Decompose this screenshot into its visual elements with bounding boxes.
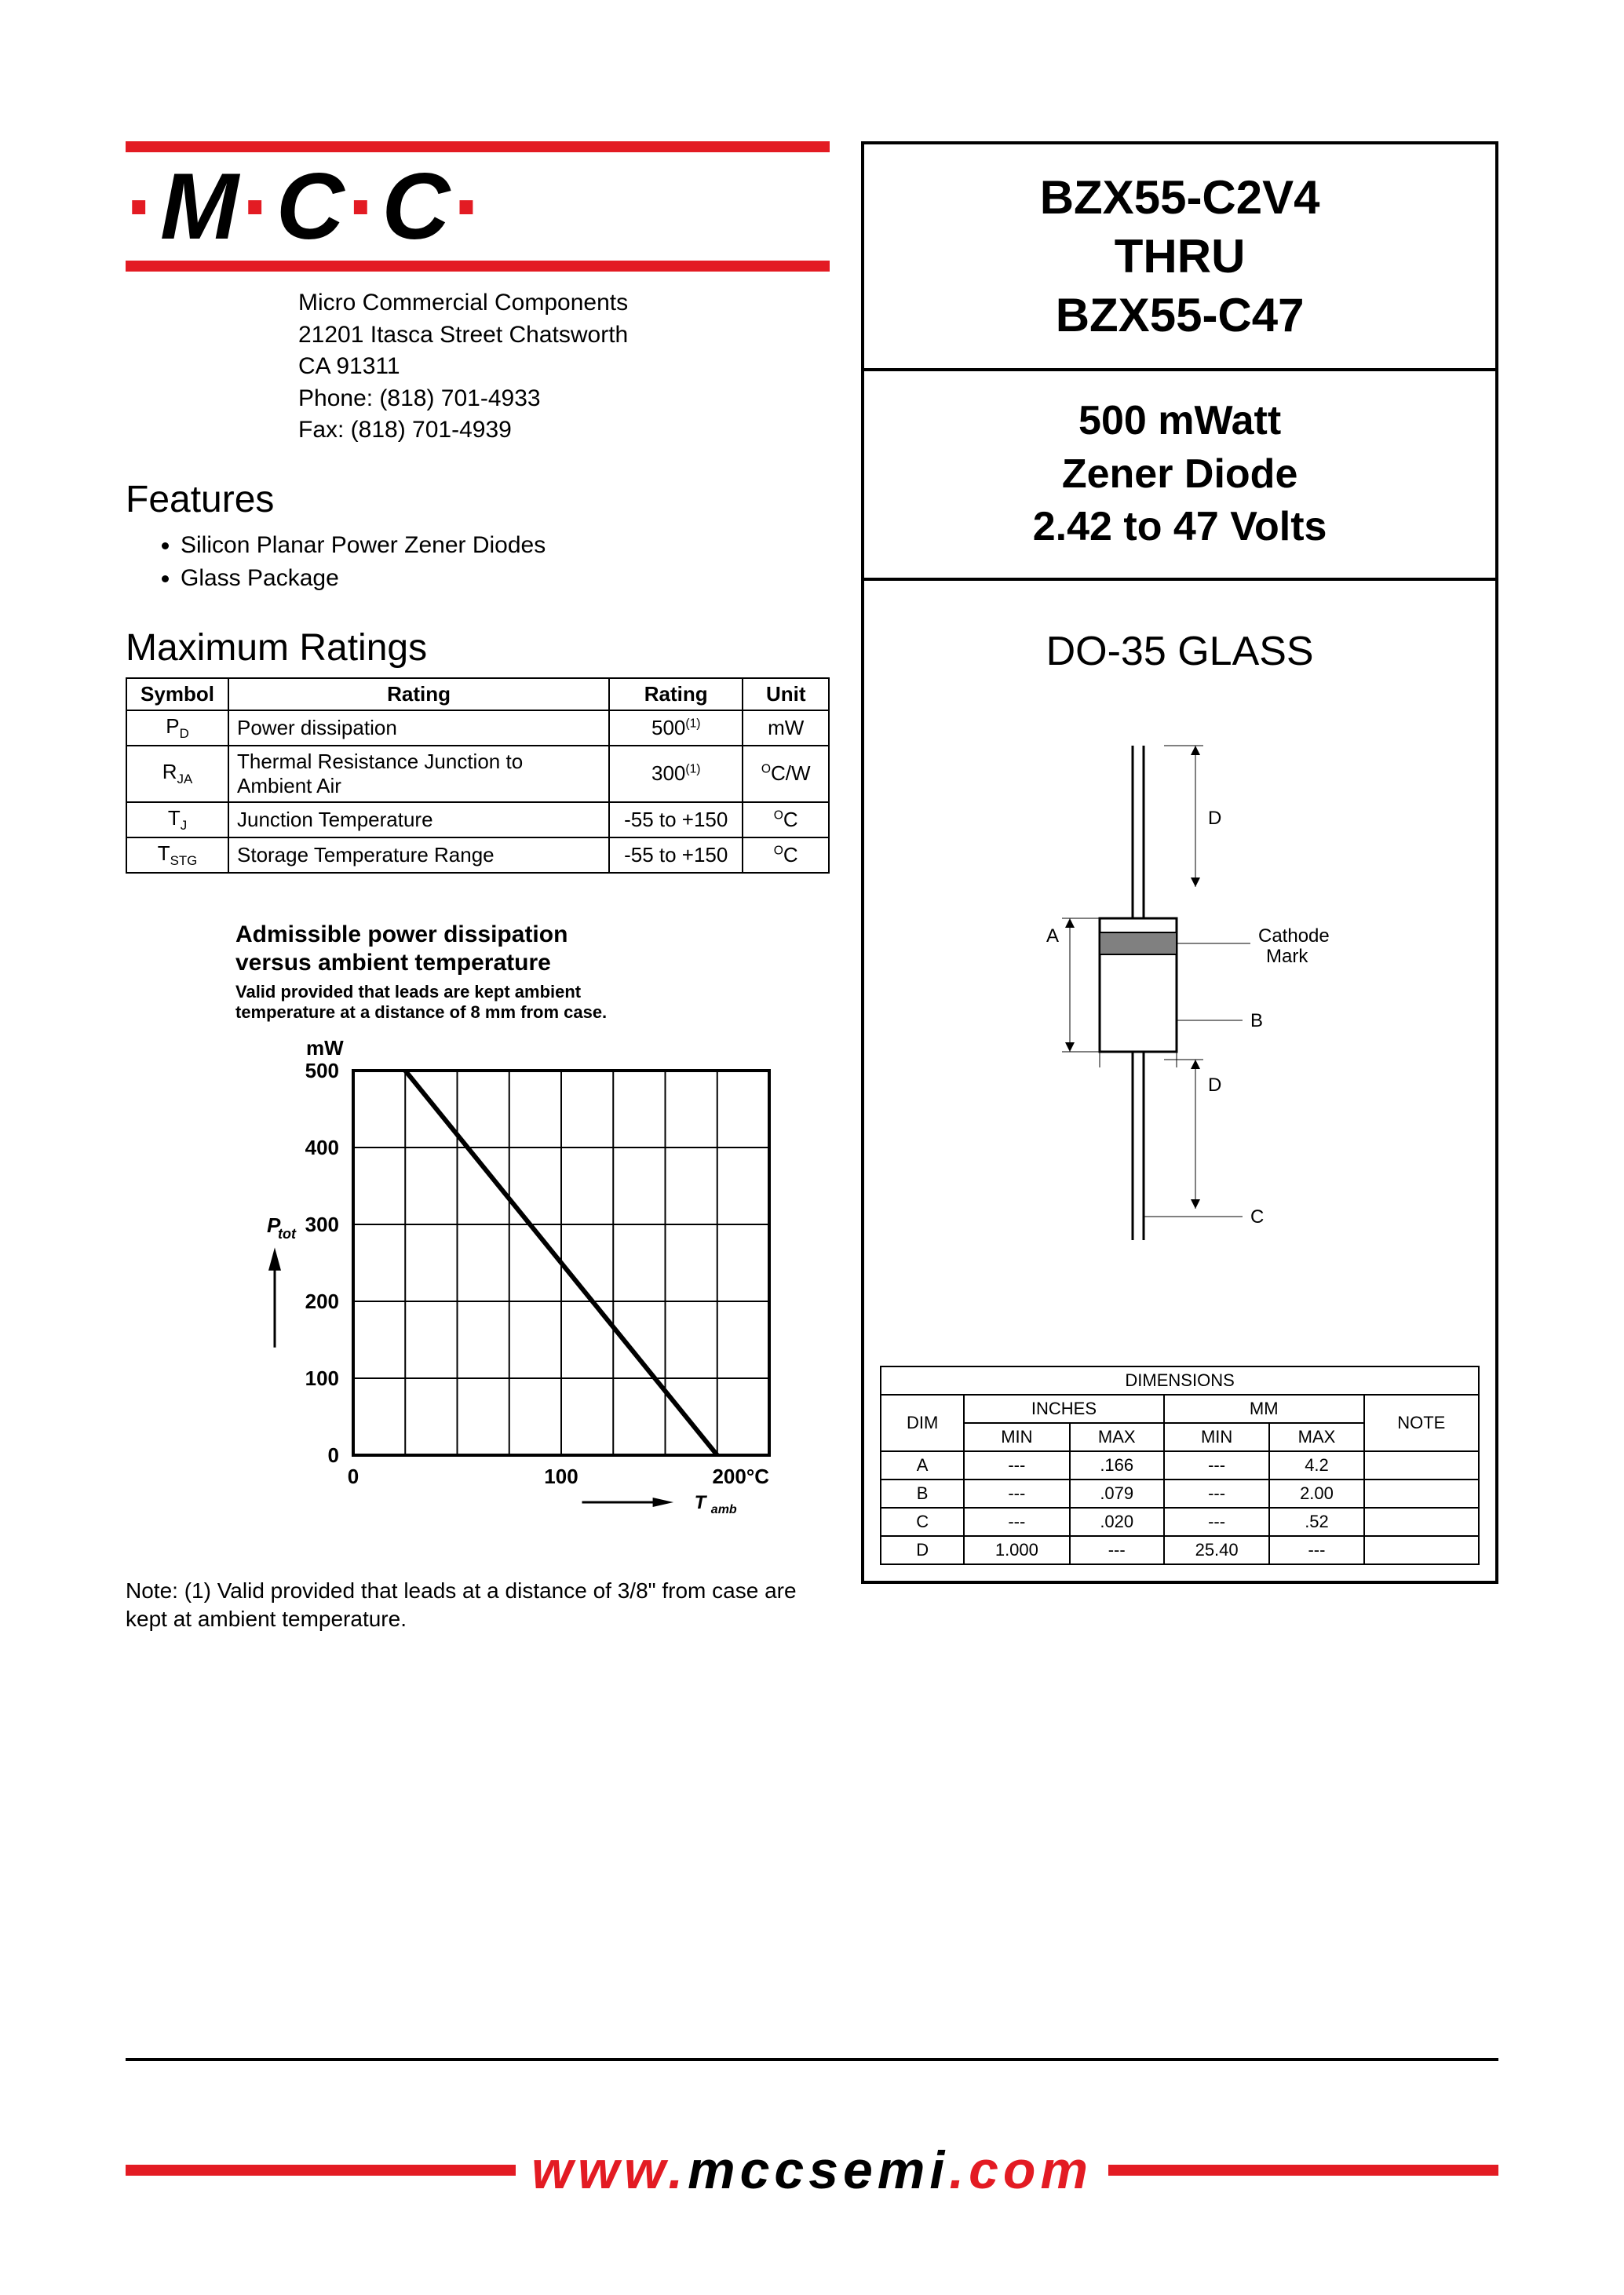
svg-text:B: B — [1250, 1010, 1263, 1031]
svg-text:0: 0 — [348, 1465, 359, 1488]
feature-item: Silicon Planar Power Zener Diodes — [181, 529, 830, 562]
company-addr2: CA 91311 — [298, 351, 830, 383]
feature-item: Glass Package — [181, 562, 830, 595]
ratings-table: Symbol Rating Rating Unit PD Power dissi… — [126, 677, 830, 874]
svg-text:C: C — [1250, 1206, 1264, 1228]
svg-text:300: 300 — [305, 1213, 339, 1236]
svg-text:100: 100 — [305, 1366, 339, 1390]
footer-divider — [126, 2058, 1498, 2061]
ratings-th-rating: Rating — [228, 678, 609, 710]
svg-text:amb: amb — [711, 1503, 737, 1516]
ratings-th-symbol: Symbol — [126, 678, 228, 710]
company-phone: Phone: (818) 701-4933 — [298, 383, 830, 415]
logo-bottom-bar — [126, 261, 830, 272]
logo-top-bar — [126, 141, 830, 152]
svg-text:400: 400 — [305, 1136, 339, 1159]
svg-text:100: 100 — [544, 1465, 578, 1488]
dim-h-max2: MAX — [1269, 1423, 1363, 1451]
svg-text:200°C: 200°C — [712, 1465, 769, 1488]
derating-chart: Admissible power dissipation versus ambi… — [235, 921, 830, 1530]
package-svg: A D B CathodeMark D C — [976, 722, 1384, 1319]
company-addr1: 21201 Itasca Street Chatsworth — [298, 319, 830, 352]
left-column: ·M·C·C· Micro Commercial Components 2120… — [126, 141, 830, 1634]
svg-text:Mark: Mark — [1266, 946, 1308, 967]
footnote: Note: (1) Valid provided that leads at a… — [126, 1577, 830, 1634]
dim-h-min2: MIN — [1164, 1423, 1270, 1451]
package-diagram: A D B CathodeMark D C — [880, 691, 1480, 1366]
dim-h-note: NOTE — [1364, 1395, 1479, 1451]
chart-title-2: versus ambient temperature — [235, 949, 830, 977]
right-column: BZX55-C2V4 THRU BZX55-C47 500 mWatt Zene… — [861, 141, 1498, 1584]
company-fax: Fax: (818) 701-4939 — [298, 414, 830, 447]
svg-text:D: D — [1208, 808, 1221, 829]
dimensions-table: DIMENSIONS DIM INCHES MM NOTE MIN MAX MI… — [880, 1366, 1480, 1565]
svg-text:200: 200 — [305, 1290, 339, 1313]
svg-text:500: 500 — [305, 1059, 339, 1082]
part-title-box: BZX55-C2V4 THRU BZX55-C47 — [861, 141, 1498, 371]
title-line-2: THRU — [880, 227, 1480, 286]
ratings-th-unit: Unit — [743, 678, 829, 710]
svg-text:Cathode: Cathode — [1258, 925, 1330, 947]
dim-h-dim: DIM — [881, 1395, 964, 1451]
dim-h-in: INCHES — [964, 1395, 1164, 1423]
ratings-heading: Maximum Ratings — [126, 626, 830, 670]
ratings-th-rating2: Rating — [609, 678, 743, 710]
footer-url: www.mccsemi.com — [531, 2140, 1093, 2201]
summary-box: 500 mWatt Zener Diode 2.42 to 47 Volts — [861, 371, 1498, 581]
svg-text:tot: tot — [278, 1226, 297, 1242]
footer-left-bar — [126, 2165, 516, 2176]
svg-text:T: T — [695, 1492, 708, 1513]
package-box: DO-35 GLASS A D B CathodeMark D C DIMENSIONS … — [861, 581, 1498, 1584]
summary-line-2: Zener Diode — [880, 448, 1480, 502]
title-line-1: BZX55-C2V4 — [880, 168, 1480, 227]
company-name: Micro Commercial Components — [298, 287, 830, 319]
features-list: Silicon Planar Power Zener Diodes Glass … — [181, 529, 830, 595]
logo-text: ·M·C·C· — [126, 152, 830, 261]
package-heading: DO-35 GLASS — [880, 628, 1480, 675]
chart-title-1: Admissible power dissipation — [235, 921, 830, 949]
summary-line-1: 500 mWatt — [880, 395, 1480, 448]
footer-right-bar — [1108, 2165, 1498, 2176]
chart-subtitle: Valid provided that leads are kept ambie… — [235, 982, 675, 1023]
svg-text:A: A — [1046, 925, 1059, 947]
svg-text:mW: mW — [306, 1036, 344, 1060]
dim-title: DIMENSIONS — [881, 1366, 1479, 1395]
svg-text:D: D — [1208, 1075, 1221, 1096]
chart-svg: mW01002003004005000100200°CPtotTamb — [235, 1023, 801, 1526]
company-info: Micro Commercial Components 21201 Itasca… — [298, 287, 830, 447]
svg-text:0: 0 — [328, 1443, 339, 1467]
dim-h-mm: MM — [1164, 1395, 1364, 1423]
footer: www.mccsemi.com — [126, 2058, 1498, 2201]
logo: ·M·C·C· — [126, 141, 830, 272]
features-heading: Features — [126, 478, 830, 521]
dim-h-min: MIN — [964, 1423, 1070, 1451]
summary-line-3: 2.42 to 47 Volts — [880, 501, 1480, 554]
dim-h-max: MAX — [1070, 1423, 1164, 1451]
title-line-3: BZX55-C47 — [880, 286, 1480, 345]
